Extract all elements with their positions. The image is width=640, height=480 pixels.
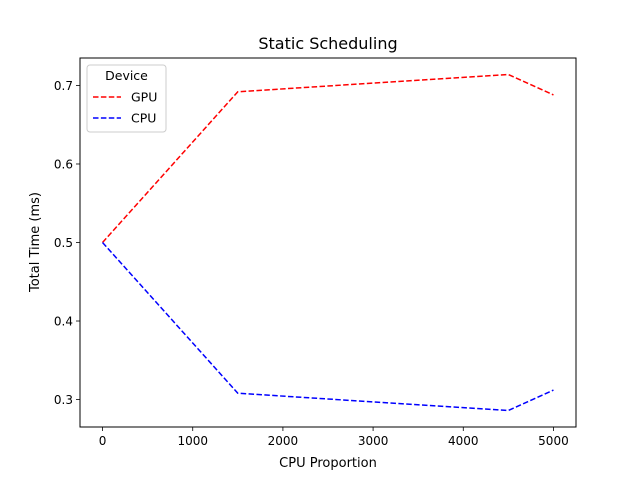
y-tick-label: 0.3 <box>54 393 73 407</box>
chart-title: Static Scheduling <box>258 34 397 53</box>
y-tick-label: 0.4 <box>54 315 73 329</box>
y-tick-label: 0.6 <box>54 157 73 171</box>
legend: Device GPU CPU <box>86 64 167 133</box>
series-line-cpu <box>101 241 554 412</box>
x-tick-label: 0 <box>99 434 107 448</box>
y-axis: 0.3 0.4 0.5 0.6 0.7 <box>54 79 80 407</box>
x-tick-label: 3000 <box>358 434 389 448</box>
x-axis: 0 1000 2000 3000 4000 5000 <box>99 427 569 448</box>
series-layer <box>101 73 554 412</box>
y-axis-label: Total Time (ms) <box>28 192 43 293</box>
y-tick-label: 0.5 <box>54 236 73 250</box>
y-tick-label: 0.7 <box>54 79 73 93</box>
legend-box <box>86 64 167 133</box>
legend-label-gpu: GPU <box>131 90 157 105</box>
x-tick-label: 2000 <box>268 434 299 448</box>
x-tick-label: 5000 <box>538 434 569 448</box>
series-line-gpu <box>101 73 554 244</box>
x-axis-label: CPU Proportion <box>279 456 377 471</box>
legend-title: Device <box>105 68 148 83</box>
legend-label-cpu: CPU <box>131 111 156 126</box>
x-tick-label: 4000 <box>448 434 479 448</box>
x-tick-label: 1000 <box>177 434 208 448</box>
